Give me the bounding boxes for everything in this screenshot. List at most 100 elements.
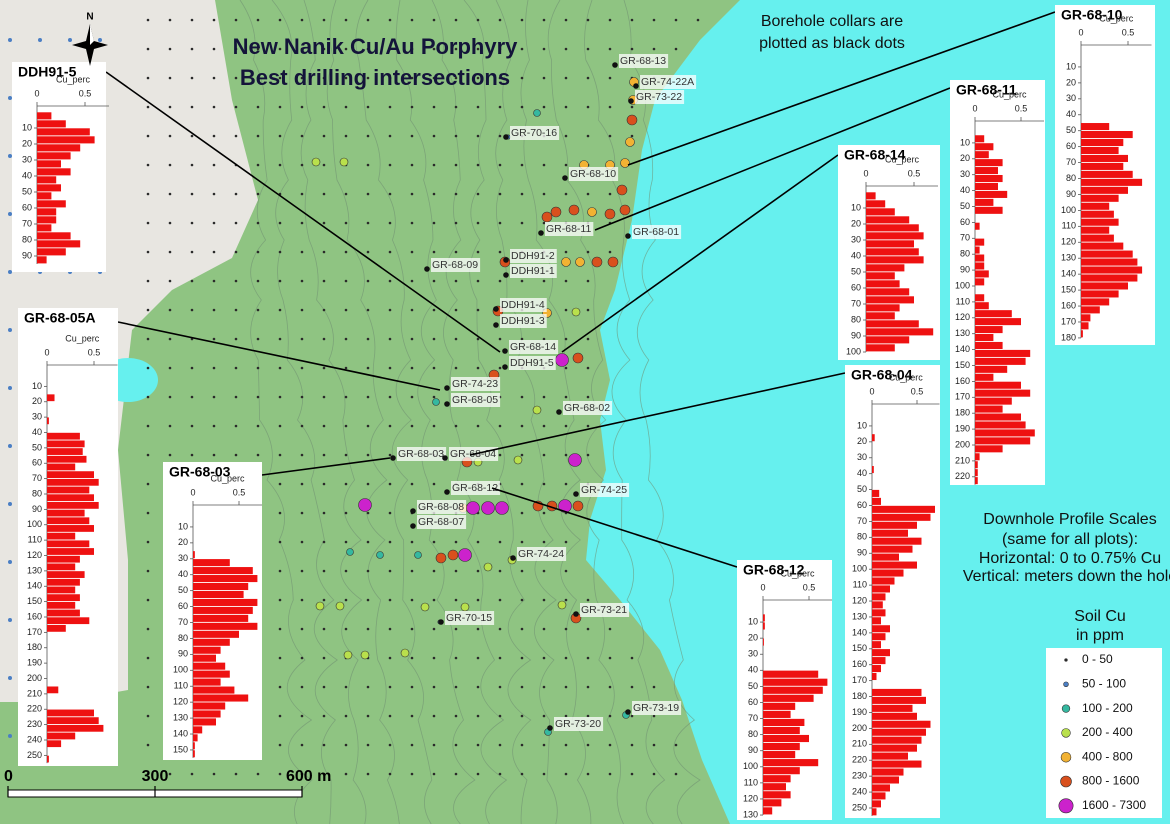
bar (763, 799, 782, 807)
soil-sample (564, 540, 568, 544)
y-tick-label: 140 (173, 728, 188, 738)
bar (975, 437, 1031, 445)
legend-label: 100 - 200 (1082, 701, 1133, 715)
bar (866, 216, 910, 224)
bar (47, 571, 85, 578)
bar (872, 760, 922, 768)
y-tick-label: 90 (960, 264, 970, 274)
bar (193, 638, 230, 646)
soil-sample (454, 598, 458, 602)
soil-sample (234, 192, 238, 196)
soil-sample (520, 221, 524, 225)
soil-sample (432, 366, 436, 370)
soil-sample (410, 279, 414, 283)
soil-sample (608, 627, 612, 631)
soil-sample (388, 366, 392, 370)
soil-sample (234, 424, 238, 428)
x-tick-label: 0.5 (233, 487, 246, 497)
soil-sample (8, 734, 12, 738)
legend-symbol (1058, 798, 1074, 814)
bar (47, 594, 80, 602)
soil-sample (432, 772, 436, 776)
soil-sample (498, 424, 502, 428)
soil-sample (586, 714, 590, 718)
collar-label: GR-73-22 (636, 91, 682, 103)
y-tick-label: 240 (852, 786, 867, 796)
bar (193, 678, 221, 686)
bar (975, 341, 1003, 349)
soil-sample (344, 337, 348, 341)
y-tick-label: 80 (748, 729, 758, 739)
soil-sample (300, 569, 304, 573)
bar (47, 517, 90, 525)
bar (975, 135, 985, 143)
y-tick-label: 100 (955, 280, 970, 290)
legend-label: 400 - 800 (1082, 749, 1133, 763)
bar (37, 256, 47, 264)
bar (872, 672, 877, 681)
y-tick-label: 40 (32, 427, 42, 437)
collar-label-bg (397, 447, 447, 461)
soil-sample (498, 47, 502, 51)
panel-title: GR-68-12 (743, 562, 805, 578)
collar-dot (438, 619, 444, 625)
soil-sample (344, 250, 348, 254)
collar-label-bg (500, 314, 547, 328)
soil-sample (146, 134, 150, 138)
collar-label-bg (451, 481, 501, 495)
soil-sample (542, 511, 546, 515)
bar (872, 752, 908, 760)
soil-sample (625, 137, 635, 147)
soil-sample (481, 501, 495, 515)
soil-sample (476, 76, 480, 80)
soil-sample (344, 105, 348, 109)
soil-sample (278, 221, 282, 225)
soil-sample (495, 501, 509, 515)
soil-sample (311, 157, 321, 167)
bar (47, 478, 99, 486)
soil-sample (300, 105, 304, 109)
bar (1081, 146, 1119, 155)
soil-sample (476, 105, 480, 109)
bar (975, 461, 978, 469)
soil-sample (476, 743, 480, 747)
bar (872, 641, 881, 649)
y-tick-label: 160 (852, 659, 867, 669)
soil-sample (322, 163, 326, 167)
soil-sample (520, 279, 524, 283)
bar (1081, 234, 1114, 242)
bar (193, 559, 230, 567)
x-tick-label: 0.5 (1122, 27, 1135, 37)
bar (872, 569, 904, 577)
soil-sample (344, 453, 348, 457)
x-axis-label: Cu_perc (780, 568, 815, 578)
soil-sample (564, 366, 568, 370)
bar (872, 466, 874, 474)
soil-sample (190, 279, 194, 283)
collar-dot (442, 455, 448, 461)
collar-label-bg (417, 515, 467, 529)
y-tick-label: 230 (852, 771, 867, 781)
bar (763, 742, 800, 751)
bar (47, 540, 90, 548)
soil-sample (212, 279, 216, 283)
y-tick-label: 200 (27, 673, 42, 683)
bar (872, 625, 890, 633)
soil-sample (322, 279, 326, 283)
soil-sample (300, 540, 304, 544)
bar (866, 192, 876, 200)
soil-sample (630, 743, 634, 747)
soil-sample (343, 650, 353, 660)
soil-sample (278, 511, 282, 515)
soil-sample (146, 511, 150, 515)
soil-sample (278, 627, 282, 631)
bar (763, 694, 814, 702)
collar-label: GR-68-07 (418, 516, 464, 528)
soil-sample (256, 134, 260, 138)
bar (1081, 322, 1089, 330)
soil-sample (608, 192, 612, 196)
bar (1081, 330, 1083, 338)
bar (872, 665, 881, 673)
bar (193, 622, 258, 630)
soil-sample (256, 772, 260, 776)
